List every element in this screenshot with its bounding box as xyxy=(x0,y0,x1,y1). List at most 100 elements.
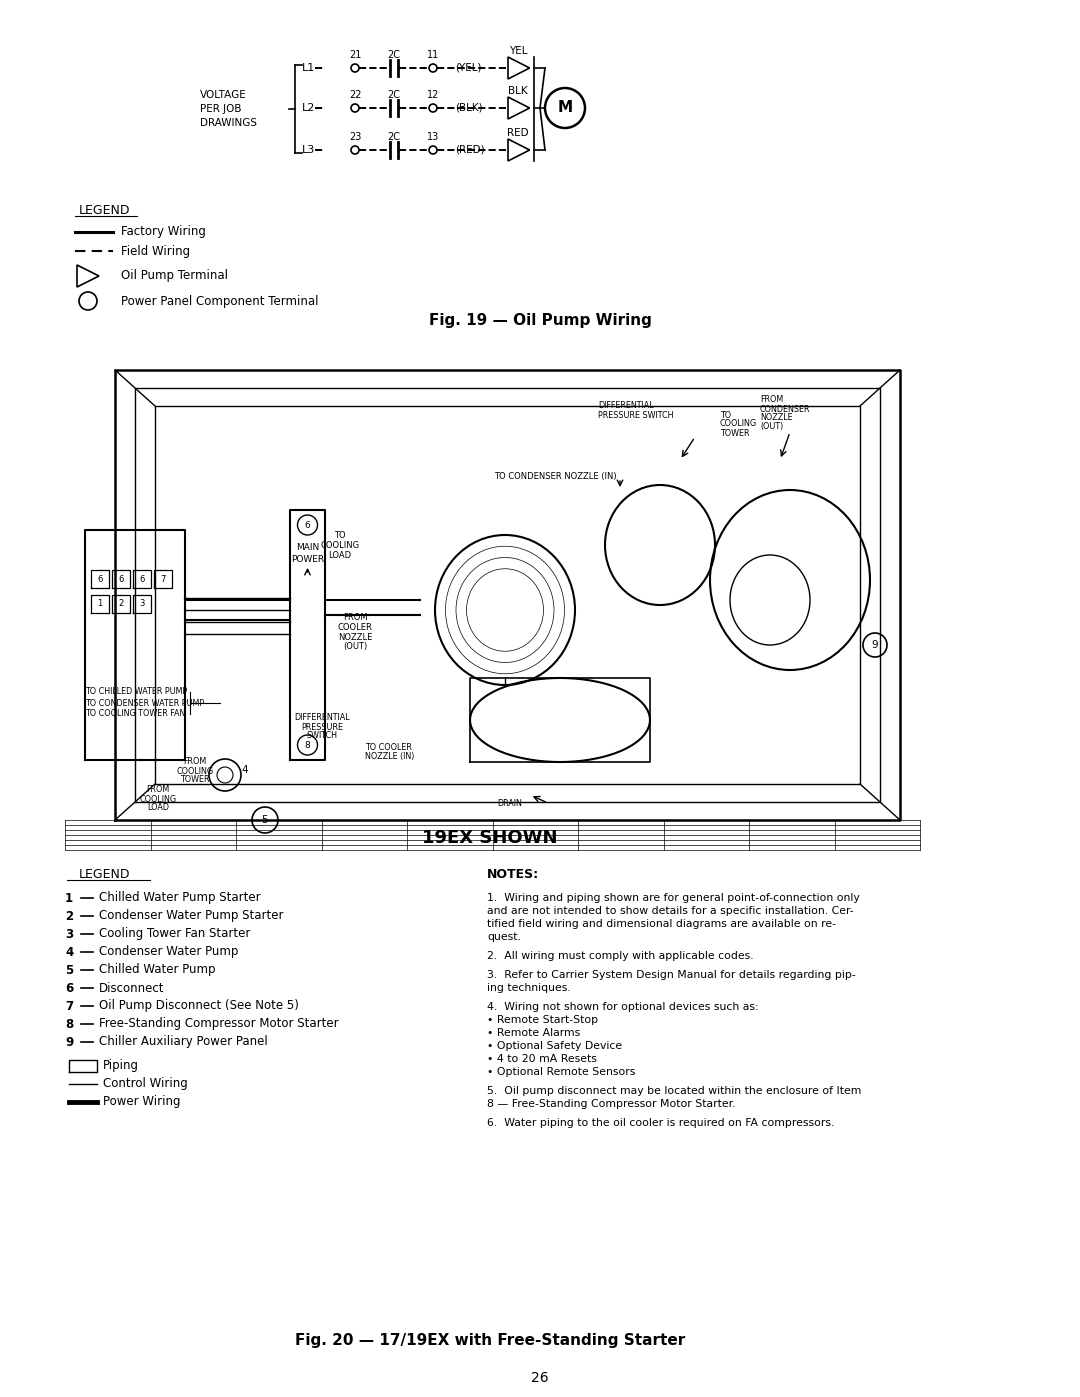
Text: Control Wiring: Control Wiring xyxy=(103,1077,188,1091)
Text: FROM: FROM xyxy=(147,785,170,795)
Text: 11: 11 xyxy=(427,50,440,60)
Text: 6: 6 xyxy=(119,574,124,584)
Text: SWITCH: SWITCH xyxy=(307,732,337,740)
Text: 6: 6 xyxy=(139,574,145,584)
Text: Factory Wiring: Factory Wiring xyxy=(121,225,206,239)
Text: CONDENSER: CONDENSER xyxy=(760,405,810,414)
Text: TO CONDENSER NOZZLE (IN): TO CONDENSER NOZZLE (IN) xyxy=(494,472,617,481)
Text: 9: 9 xyxy=(65,1035,73,1049)
Text: TO: TO xyxy=(334,531,346,539)
Text: VOLTAGE: VOLTAGE xyxy=(200,89,246,101)
Text: Free-Standing Compressor Motor Starter: Free-Standing Compressor Motor Starter xyxy=(99,1017,339,1031)
Text: FROM: FROM xyxy=(760,395,783,405)
Text: NOZZLE: NOZZLE xyxy=(760,414,793,422)
Text: COOLING: COOLING xyxy=(720,419,757,429)
Text: (OUT): (OUT) xyxy=(760,422,783,432)
Text: and are not intended to show details for a specific installation. Cer-: and are not intended to show details for… xyxy=(487,907,853,916)
Text: • 4 to 20 mA Resets: • 4 to 20 mA Resets xyxy=(487,1053,597,1065)
Text: 1.  Wiring and piping shown are for general point-of-connection only: 1. Wiring and piping shown are for gener… xyxy=(487,893,860,902)
Text: 2C: 2C xyxy=(388,89,401,101)
Text: 12: 12 xyxy=(427,89,440,101)
Text: 3: 3 xyxy=(65,928,73,940)
Text: LOAD: LOAD xyxy=(147,803,168,813)
Text: COOLING: COOLING xyxy=(176,767,214,775)
Text: 22: 22 xyxy=(349,89,361,101)
Text: • Optional Safety Device: • Optional Safety Device xyxy=(487,1041,622,1051)
Text: 5: 5 xyxy=(261,814,268,826)
Text: Disconnect: Disconnect xyxy=(99,982,164,995)
Text: 23: 23 xyxy=(349,131,361,142)
Text: 1: 1 xyxy=(97,599,103,609)
Text: 9: 9 xyxy=(872,640,878,650)
Text: TO: TO xyxy=(720,411,731,419)
Text: 8: 8 xyxy=(65,1017,73,1031)
Text: • Remote Alarms: • Remote Alarms xyxy=(487,1028,580,1038)
Text: Oil Pump Disconnect (See Note 5): Oil Pump Disconnect (See Note 5) xyxy=(99,999,299,1013)
Text: 4: 4 xyxy=(242,766,248,775)
Text: 6.  Water piping to the oil cooler is required on FA compressors.: 6. Water piping to the oil cooler is req… xyxy=(487,1118,835,1127)
Text: L1: L1 xyxy=(302,63,315,73)
Text: TO CHILLED WATER PUMP: TO CHILLED WATER PUMP xyxy=(85,687,187,697)
Text: 19EX SHOWN: 19EX SHOWN xyxy=(422,828,557,847)
Text: 2C: 2C xyxy=(388,50,401,60)
Text: DIFFERENTIAL: DIFFERENTIAL xyxy=(294,714,350,722)
Text: M: M xyxy=(557,101,572,116)
Text: L3: L3 xyxy=(302,145,315,155)
Text: MAIN: MAIN xyxy=(296,543,319,552)
Text: Power Wiring: Power Wiring xyxy=(103,1095,180,1108)
Text: quest.: quest. xyxy=(487,932,521,942)
Text: 3.  Refer to Carrier System Design Manual for details regarding pip-: 3. Refer to Carrier System Design Manual… xyxy=(487,970,855,981)
Text: 8 — Free-Standing Compressor Motor Starter.: 8 — Free-Standing Compressor Motor Start… xyxy=(487,1099,735,1109)
Text: 2.  All wiring must comply with applicable codes.: 2. All wiring must comply with applicabl… xyxy=(487,951,754,961)
Text: DRAIN: DRAIN xyxy=(498,799,523,807)
Text: 7: 7 xyxy=(160,574,165,584)
Text: 6: 6 xyxy=(305,521,310,529)
Text: Power Panel Component Terminal: Power Panel Component Terminal xyxy=(121,295,319,307)
Text: 4.  Wiring not shown for optional devices such as:: 4. Wiring not shown for optional devices… xyxy=(487,1002,758,1011)
Text: 1: 1 xyxy=(65,891,73,904)
Text: ing techniques.: ing techniques. xyxy=(487,983,570,993)
Text: Fig. 19 — Oil Pump Wiring: Fig. 19 — Oil Pump Wiring xyxy=(429,313,651,327)
Text: • Remote Start-Stop: • Remote Start-Stop xyxy=(487,1016,598,1025)
Text: DIFFERENTIAL: DIFFERENTIAL xyxy=(598,401,653,409)
Text: 5: 5 xyxy=(65,964,73,977)
Text: NOTES:: NOTES: xyxy=(487,868,539,880)
Text: TO COOLING TOWER FAN: TO COOLING TOWER FAN xyxy=(85,710,186,718)
Text: 21: 21 xyxy=(349,50,361,60)
Text: COOLING: COOLING xyxy=(139,795,176,803)
Text: RED: RED xyxy=(508,129,529,138)
Text: BLK: BLK xyxy=(509,87,528,96)
Text: 4: 4 xyxy=(65,946,73,958)
Text: Oil Pump Terminal: Oil Pump Terminal xyxy=(121,270,228,282)
Text: 26: 26 xyxy=(531,1370,549,1384)
Text: Piping: Piping xyxy=(103,1059,139,1073)
Text: LOAD: LOAD xyxy=(328,550,352,560)
Text: 8: 8 xyxy=(305,740,310,750)
Text: DRAWINGS: DRAWINGS xyxy=(200,117,257,129)
Text: (RED): (RED) xyxy=(455,145,485,155)
Text: tified field wiring and dimensional diagrams are available on re-: tified field wiring and dimensional diag… xyxy=(487,919,836,929)
Text: Cooling Tower Fan Starter: Cooling Tower Fan Starter xyxy=(99,928,251,940)
Text: TO CONDENSER WATER PUMP: TO CONDENSER WATER PUMP xyxy=(85,698,204,707)
Text: COOLER: COOLER xyxy=(338,623,373,633)
Text: POWER: POWER xyxy=(291,556,324,564)
Text: Field Wiring: Field Wiring xyxy=(121,244,190,257)
Text: Fig. 20 — 17/19EX with Free-Standing Starter: Fig. 20 — 17/19EX with Free-Standing Sta… xyxy=(295,1333,685,1348)
Text: 7: 7 xyxy=(65,999,73,1013)
Text: TO COOLER: TO COOLER xyxy=(365,743,411,753)
Text: NOZZLE: NOZZLE xyxy=(338,633,373,643)
Text: Chiller Auxiliary Power Panel: Chiller Auxiliary Power Panel xyxy=(99,1035,268,1049)
Text: FROM: FROM xyxy=(342,613,367,623)
Text: COOLING: COOLING xyxy=(321,541,360,549)
Text: 2C: 2C xyxy=(388,131,401,142)
Text: LEGEND: LEGEND xyxy=(79,204,131,217)
Text: YEL: YEL xyxy=(509,46,527,56)
Text: Condenser Water Pump: Condenser Water Pump xyxy=(99,946,239,958)
Text: FROM: FROM xyxy=(184,757,206,767)
Text: (YEL): (YEL) xyxy=(455,63,482,73)
Text: TOWER: TOWER xyxy=(720,429,750,437)
Text: TOWER: TOWER xyxy=(180,775,210,785)
Text: 2: 2 xyxy=(119,599,123,609)
Text: PRESSURE SWITCH: PRESSURE SWITCH xyxy=(598,411,674,419)
Text: • Optional Remote Sensors: • Optional Remote Sensors xyxy=(487,1067,635,1077)
